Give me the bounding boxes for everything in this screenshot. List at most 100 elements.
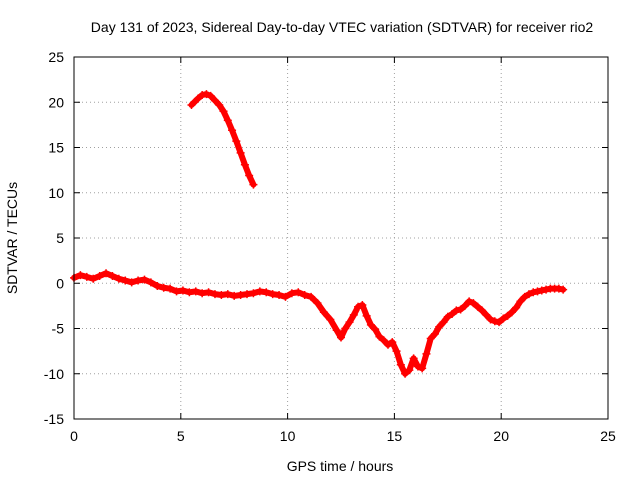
- data-point: [223, 290, 232, 299]
- data-point: [198, 91, 207, 100]
- data-point: [249, 180, 258, 189]
- data-point: [469, 299, 478, 308]
- x-tick-label: 25: [600, 428, 616, 444]
- data-point: [332, 326, 341, 335]
- data-point: [82, 272, 91, 281]
- data-point: [287, 289, 296, 298]
- data-point: [206, 91, 215, 100]
- data-point: [435, 322, 444, 331]
- data-point: [319, 308, 328, 317]
- data-point: [516, 297, 525, 306]
- data-point: [401, 369, 410, 378]
- axis-ticks: 0 5 10 15 20 25 -15 -10 -5 0 5 10 15 20 25: [44, 49, 616, 444]
- data-point: [217, 291, 226, 300]
- data-point: [443, 312, 452, 321]
- data-point: [345, 318, 354, 327]
- data-point: [396, 360, 405, 369]
- y-tick-label: 5: [56, 230, 64, 246]
- y-tick-label: 20: [48, 94, 64, 110]
- data-point: [379, 336, 388, 345]
- data-point: [204, 288, 213, 297]
- data-point: [375, 332, 384, 341]
- data-point: [362, 311, 371, 320]
- data-point: [554, 284, 563, 293]
- x-tick-label: 20: [493, 428, 509, 444]
- y-tick-label: -5: [52, 321, 65, 337]
- data-point: [388, 338, 397, 347]
- data-point: [358, 300, 367, 309]
- data-point: [413, 362, 422, 371]
- data-point: [240, 160, 249, 169]
- data-point: [473, 302, 482, 311]
- data-point: [422, 349, 431, 358]
- data-point: [262, 288, 271, 297]
- data-point: [102, 269, 111, 278]
- x-tick-label: 0: [70, 428, 78, 444]
- data-point: [166, 284, 175, 293]
- data-point: [495, 318, 504, 327]
- data-point: [255, 287, 264, 296]
- data-point: [366, 320, 375, 329]
- data-point: [426, 334, 435, 343]
- data-point: [349, 310, 358, 319]
- data-point: [341, 324, 350, 333]
- data-point: [533, 287, 542, 296]
- data-point: [409, 354, 418, 363]
- data-point: [140, 275, 149, 284]
- data-point: [230, 291, 239, 300]
- data-point: [354, 302, 363, 311]
- data-point: [89, 274, 98, 283]
- data-point: [114, 274, 123, 283]
- y-axis-title: SDTVAR / TECUs: [4, 182, 20, 294]
- data-point: [371, 325, 380, 334]
- data-point: [268, 290, 277, 299]
- series-line: [71, 270, 567, 377]
- data-point: [503, 311, 512, 320]
- data-point: [307, 292, 316, 301]
- data-point: [537, 286, 546, 295]
- data-point: [383, 340, 392, 349]
- data-point: [219, 107, 228, 116]
- data-point: [223, 116, 232, 125]
- data-series: [70, 90, 568, 378]
- data-point: [108, 272, 117, 281]
- data-point: [405, 366, 414, 375]
- data-point: [153, 281, 162, 290]
- data-point: [524, 290, 533, 299]
- data-point: [127, 278, 136, 287]
- series-segment-lower: [70, 269, 568, 378]
- data-point: [456, 305, 465, 314]
- series-line: [188, 91, 257, 188]
- data-point: [236, 148, 245, 157]
- data-point: [236, 291, 245, 300]
- data-point: [482, 310, 491, 319]
- y-tick-label: -10: [44, 366, 64, 382]
- x-tick-label: 5: [177, 428, 185, 444]
- data-point: [486, 315, 495, 324]
- chart-title: Day 131 of 2023, Sidereal Day-to-day VTE…: [91, 19, 594, 35]
- data-point: [542, 285, 551, 294]
- data-point: [559, 285, 568, 294]
- data-point: [465, 297, 474, 306]
- data-point: [245, 171, 254, 180]
- data-point: [477, 306, 486, 315]
- data-point: [275, 291, 284, 300]
- data-point: [178, 286, 187, 295]
- data-point: [512, 303, 521, 312]
- y-tick-label: 25: [48, 49, 64, 65]
- data-point: [452, 306, 461, 315]
- data-point: [228, 126, 237, 135]
- data-point: [490, 317, 499, 326]
- data-point: [202, 90, 211, 99]
- data-point: [294, 288, 303, 297]
- data-point: [418, 364, 427, 373]
- data-point: [326, 315, 335, 324]
- y-tick-label: 10: [48, 185, 64, 201]
- data-point: [134, 276, 143, 285]
- data-point: [210, 96, 219, 105]
- data-point: [439, 318, 448, 327]
- data-point: [210, 290, 219, 299]
- x-tick-label: 15: [387, 428, 403, 444]
- y-tick-label: 0: [56, 275, 64, 291]
- data-point: [281, 292, 290, 301]
